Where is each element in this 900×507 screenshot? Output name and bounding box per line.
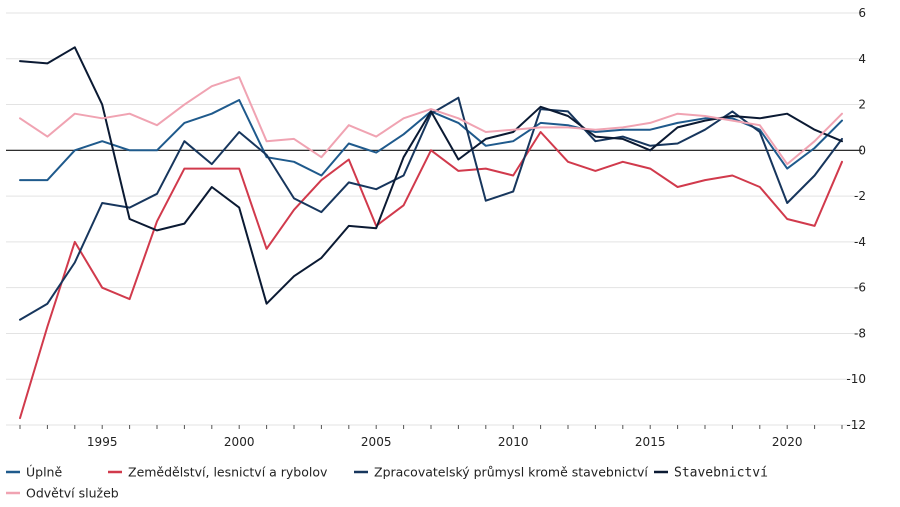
series-line [19, 131, 843, 420]
x-tick-label: 1995 [87, 435, 118, 449]
legend: Úplně Zemědělství, lesnictví a rybolov Zpr… [6, 465, 768, 501]
gridlines [6, 12, 862, 426]
x-tick-label: 2005 [361, 435, 392, 449]
series-line [19, 76, 843, 166]
legend-label: Odvětví služeb [26, 486, 119, 501]
series-line [19, 96, 843, 321]
y-tick-label: -10 [846, 372, 866, 386]
y-tick-label: -4 [854, 235, 866, 249]
legend-label: Úplně [26, 465, 62, 480]
series-lines [19, 46, 843, 420]
x-tick-label: 2000 [224, 435, 255, 449]
y-tick-label: 2 [858, 98, 866, 112]
y-tick-label: -6 [854, 281, 866, 295]
y-axis-ticks: 6 4 2 0 -2 -4 -6 -8 -10 -12 [846, 6, 866, 432]
series-line [19, 46, 843, 305]
y-tick-label: 6 [858, 6, 866, 20]
y-tick-label: -12 [846, 418, 866, 432]
y-tick-label: -8 [854, 326, 866, 340]
legend-label: Zpracovatelský průmysl kromě stavebnictv… [374, 465, 648, 480]
legend-label: Stavebnictví [674, 466, 768, 481]
y-tick-label: -2 [854, 189, 866, 203]
x-tick-label: 2010 [498, 435, 529, 449]
legend-label: Zemědělství, lesnictví a rybolov [128, 465, 328, 480]
y-tick-label: 4 [858, 52, 866, 66]
x-axis-ticks: 1995 2000 2005 2010 2015 2020 [19, 425, 843, 449]
x-tick-label: 2015 [635, 435, 666, 449]
x-tick-label: 2020 [772, 435, 803, 449]
y-tick-label: 0 [858, 143, 866, 157]
